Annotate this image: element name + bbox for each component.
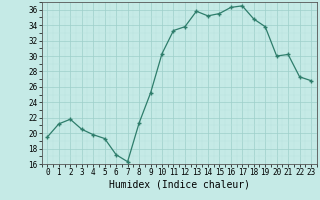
X-axis label: Humidex (Indice chaleur): Humidex (Indice chaleur) xyxy=(109,180,250,190)
